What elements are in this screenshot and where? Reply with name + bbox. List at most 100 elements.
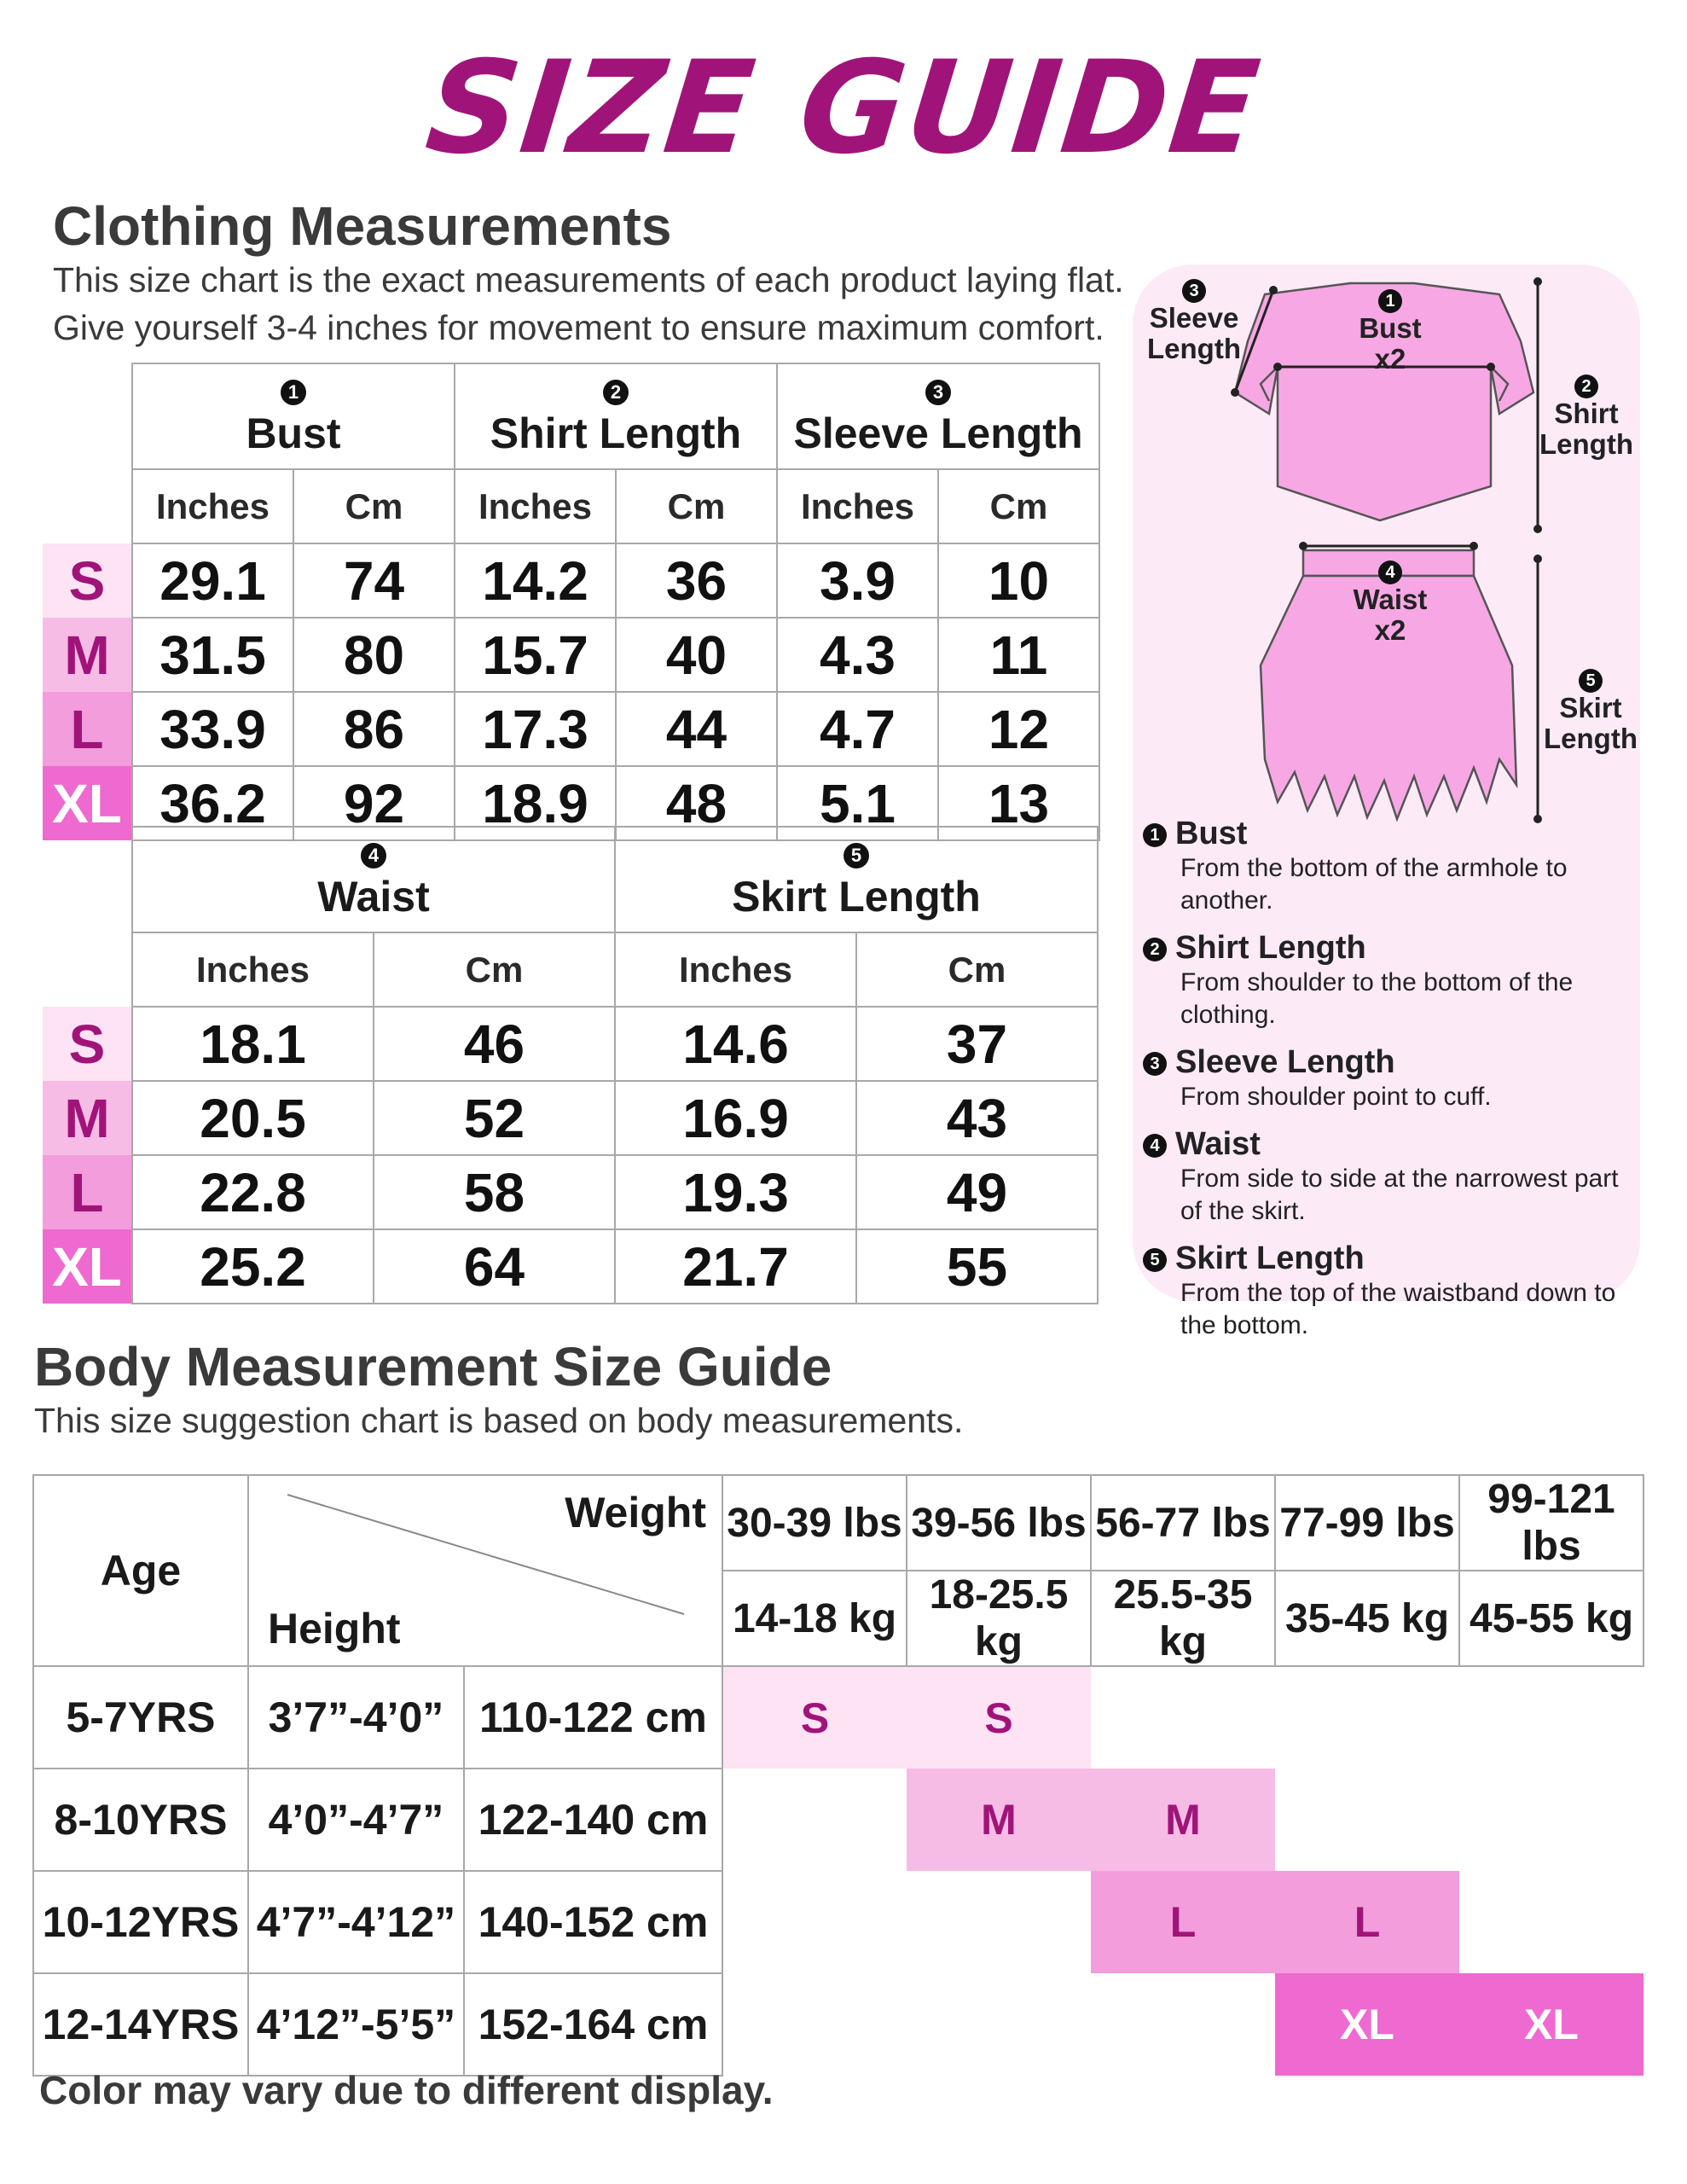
size-label: S (43, 543, 132, 618)
table-row: 8-10YRS 4’0”-4’7” 122-140 cm M M (32, 1768, 1644, 1872)
table-cell: 46 (373, 1006, 616, 1082)
clothing-bottom-table: 4 Waist 5 Skirt Length Inches Cm Inches Cm… (43, 826, 1099, 1304)
table-cell: 19.3 (614, 1154, 857, 1230)
diagram-label-skirt-length: 5 Skirt Length (1539, 661, 1642, 754)
weight-height-header: Weight Height (247, 1474, 723, 1667)
table-cell: 29.1 (131, 543, 294, 619)
size-label: M (43, 618, 132, 692)
group-header-bust: 1 Bust (131, 363, 455, 470)
table-row: L 33.9 86 17.3 44 4.7 12 (43, 691, 1100, 767)
unit-header: Inches (614, 932, 857, 1008)
size-cell: XL (1275, 1973, 1459, 2076)
size-label: L (43, 692, 132, 766)
sleeve-length-line (1233, 289, 1275, 393)
table-cell: 58 (373, 1154, 616, 1230)
weight-label: Weight (565, 1489, 706, 1536)
diagram-label-bust: 1 Bust x2 (1339, 282, 1441, 375)
table-cell: 17.3 (454, 691, 617, 767)
footer-note: Color may vary due to different display. (39, 2068, 774, 2112)
table-cell: 55 (855, 1228, 1099, 1304)
age-cell: 8-10YRS (32, 1768, 249, 1872)
weight-kg-header: 18-25.5 kg (906, 1570, 1092, 1667)
table-cell: 31.5 (131, 617, 294, 693)
table-cell: 12 (937, 691, 1100, 767)
unit-header: Inches (454, 468, 617, 544)
group-header-sleeve-length: 3 Sleeve Length (776, 363, 1100, 470)
age-cell: 10-12YRS (32, 1870, 249, 1974)
table-cell: 25.2 (131, 1228, 374, 1304)
definition-shirt-length: 2 Shirt Length From shoulder to the botto… (1143, 929, 1638, 1031)
table-cell: 4.3 (776, 617, 939, 693)
weight-kg-header: 14-18 kg (722, 1570, 907, 1667)
unit-header: Cm (293, 468, 455, 544)
table-cell: 14.6 (614, 1006, 857, 1082)
body-size-table: Age Weight Height 30-39 lbs 39-56 lbs 56… (32, 1474, 1644, 2077)
table-row: 12-14YRS 4’12”-5’5” 152-164 cm XL XL (32, 1972, 1644, 2077)
table-cell: 52 (373, 1080, 616, 1156)
size-label: S (43, 1007, 132, 1081)
table-row: S 18.1 46 14.6 37 (43, 1006, 1099, 1082)
clothing-subtitle-2: Give yourself 3-4 inches for movement to… (53, 308, 1104, 347)
table-cell: 49 (855, 1154, 1099, 1230)
shirt-illustration (1233, 282, 1535, 522)
weight-lbs-header: 56-77 lbs (1090, 1474, 1276, 1571)
height-cm-cell: 152-164 cm (462, 1972, 724, 2077)
height-in-cell: 4’7”-4’12” (247, 1870, 465, 1974)
group-header-waist: 4 Waist (131, 826, 616, 933)
table-cell: 11 (937, 617, 1100, 693)
garment-diagram (1231, 277, 1542, 823)
table-row: M 31.5 80 15.7 40 4.3 11 (43, 617, 1100, 693)
diagram-label-waist: 4 Waist x2 (1339, 553, 1441, 646)
weight-lbs-header: 30-39 lbs (722, 1474, 907, 1571)
height-cm-cell: 122-140 cm (462, 1768, 724, 1872)
age-cell: 5-7YRS (32, 1665, 249, 1769)
unit-header: Cm (373, 932, 616, 1008)
unit-header: Inches (131, 932, 374, 1008)
table-cell: 21.7 (614, 1228, 857, 1304)
size-label: XL (43, 766, 132, 840)
table-cell: 44 (615, 691, 778, 767)
size-label: M (43, 1081, 132, 1155)
size-cell: L (1275, 1871, 1459, 1973)
height-cm-cell: 110-122 cm (462, 1665, 724, 1769)
unit-header: Cm (615, 468, 778, 544)
height-cm-cell: 140-152 cm (462, 1870, 724, 1974)
table-cell: 3.9 (776, 543, 939, 619)
table-cell: 4.7 (776, 691, 939, 767)
table-row: S 29.1 74 14.2 36 3.9 10 (43, 543, 1100, 619)
measurement-definitions: 1 Bust From the bottom of the armhole to … (1143, 815, 1638, 1354)
weight-lbs-header: 99-121 lbs (1458, 1474, 1644, 1571)
table-cell: 16.9 (614, 1080, 857, 1156)
diagram-label-shirt-length: 2 Shirt Length (1535, 367, 1638, 460)
table-cell: 20.5 (131, 1080, 374, 1156)
size-cell: M (1091, 1769, 1275, 1871)
age-cell: 12-14YRS (32, 1972, 249, 2077)
size-cell: XL (1459, 1973, 1644, 2076)
body-heading: Body Measurement Size Guide (34, 1336, 832, 1397)
table-cell: 18.1 (131, 1006, 374, 1082)
group-header-shirt-length: 2 Shirt Length (454, 363, 778, 470)
weight-kg-header: 35-45 kg (1274, 1570, 1460, 1667)
size-label: XL (43, 1229, 132, 1304)
table-cell: 10 (937, 543, 1100, 619)
table-row: 10-12YRS 4’7”-4’12” 140-152 cm L L (32, 1870, 1644, 1974)
unit-header: Inches (776, 468, 939, 544)
table-cell: 15.7 (454, 617, 617, 693)
table-cell: 33.9 (131, 691, 294, 767)
table-cell: 40 (615, 617, 778, 693)
height-in-cell: 3’7”-4’0” (247, 1665, 465, 1769)
table-cell: 74 (293, 543, 455, 619)
table-cell: 43 (855, 1080, 1099, 1156)
page-title: SIZE GUIDE (420, 34, 1267, 183)
unit-header: Cm (855, 932, 1099, 1008)
table-cell: 86 (293, 691, 455, 767)
table-cell: 64 (373, 1228, 616, 1304)
size-cell: S (907, 1666, 1091, 1769)
table-row: 5-7YRS 3’7”-4’0” 110-122 cm S S (32, 1665, 1644, 1769)
definition-sleeve-length: 3 Sleeve Length From shoulder point to cu… (1143, 1043, 1638, 1113)
table-cell: 37 (855, 1006, 1099, 1082)
unit-header: Inches (131, 468, 294, 544)
unit-header: Cm (937, 468, 1100, 544)
clothing-subtitle-1: This size chart is the exact measurement… (53, 260, 1124, 299)
diagram-label-sleeve-length: 3 Sleeve Length (1139, 271, 1249, 364)
